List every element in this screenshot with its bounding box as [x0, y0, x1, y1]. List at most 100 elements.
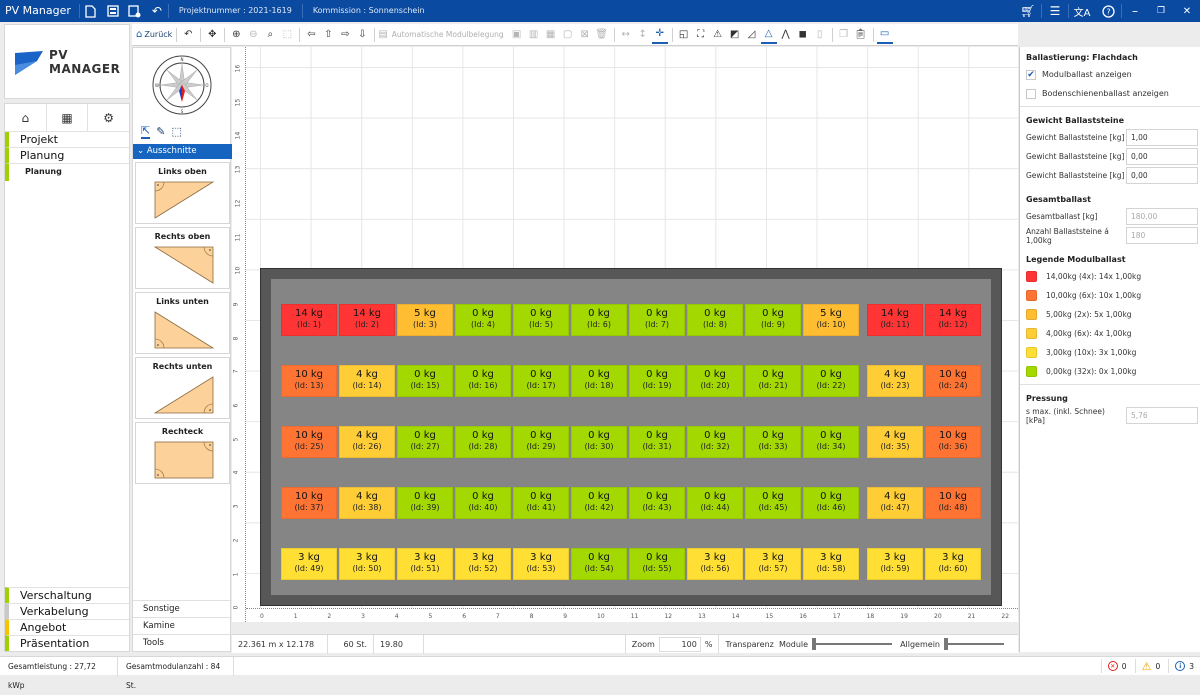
pv-module[interactable]: 0 kg (Id: 27): [397, 426, 453, 458]
zoom-selection-icon[interactable]: ⬚: [282, 29, 293, 40]
pv-module[interactable]: 4 kg (Id: 14): [339, 365, 395, 397]
pv-module[interactable]: 14 kg (Id: 2): [339, 304, 395, 336]
pv-module[interactable]: 0 kg (Id: 17): [513, 365, 569, 397]
pv-module[interactable]: 4 kg (Id: 38): [339, 487, 395, 519]
cart-icon[interactable]: 🛒︎: [1020, 4, 1036, 18]
pv-module[interactable]: 0 kg (Id: 41): [513, 487, 569, 519]
save-icon[interactable]: [102, 0, 124, 22]
pv-module[interactable]: 0 kg (Id: 8): [687, 304, 743, 336]
deselect-module-icon[interactable]: ⊠: [580, 29, 589, 40]
modulballast-checkbox[interactable]: ✔ Modulballast anzeigen: [1026, 69, 1132, 80]
select-pointer-icon[interactable]: ⇱: [141, 123, 151, 139]
errors-indicator[interactable]: ✕ 0: [1100, 659, 1133, 673]
pv-module[interactable]: 3 kg (Id: 56): [687, 548, 743, 580]
pv-module[interactable]: 14 kg (Id: 12): [925, 304, 981, 336]
back-button[interactable]: ⌂ Zurück: [136, 29, 173, 40]
paste-icon[interactable]: 📋︎: [854, 29, 867, 40]
pv-module[interactable]: 0 kg (Id: 54): [571, 548, 627, 580]
pv-module[interactable]: 3 kg (Id: 51): [397, 548, 453, 580]
delete-icon[interactable]: 🗑︎: [595, 29, 608, 40]
pv-module[interactable]: 10 kg (Id: 48): [925, 487, 981, 519]
shape-links-oben[interactable]: Links oben: [135, 162, 230, 224]
zoom-in-icon[interactable]: ⊕: [232, 29, 241, 40]
zoom-input[interactable]: 100: [658, 636, 701, 652]
pv-module[interactable]: 0 kg (Id: 34): [803, 426, 859, 458]
home-icon[interactable]: ⌂: [5, 104, 47, 131]
pv-module[interactable]: 3 kg (Id: 52): [455, 548, 511, 580]
shape-links-unten[interactable]: Links unten: [135, 292, 230, 354]
auto-placement-button[interactable]: ▤ Automatische Modulbelegung: [378, 29, 504, 40]
layer-icon[interactable]: ▯: [816, 29, 823, 40]
pv-module[interactable]: 5 kg (Id: 3): [397, 304, 453, 336]
pv-module[interactable]: 3 kg (Id: 60): [925, 548, 981, 580]
nav-item-verschaltung[interactable]: Verschaltung: [5, 587, 129, 603]
compass-icon[interactable]: N O S W: [151, 54, 213, 116]
pv-module[interactable]: 10 kg (Id: 24): [925, 365, 981, 397]
pv-module[interactable]: 0 kg (Id: 20): [687, 365, 743, 397]
pv-module[interactable]: 0 kg (Id: 32): [687, 426, 743, 458]
arrow-right-icon[interactable]: ⇨: [341, 29, 350, 40]
pv-module[interactable]: 4 kg (Id: 26): [339, 426, 395, 458]
view-icon[interactable]: ▭: [876, 26, 893, 44]
ruler-icon[interactable]: ✎: [156, 124, 166, 138]
pv-module[interactable]: 3 kg (Id: 53): [513, 548, 569, 580]
pv-module[interactable]: 4 kg (Id: 35): [867, 426, 923, 458]
pv-module[interactable]: 10 kg (Id: 36): [925, 426, 981, 458]
section-tools[interactable]: Tools: [133, 634, 232, 651]
close-icon[interactable]: ✕: [1182, 5, 1192, 17]
warning-area-icon[interactable]: ⚠: [713, 29, 723, 40]
zoom-fit-icon[interactable]: ⌕: [267, 29, 274, 40]
undo-icon[interactable]: ↶: [184, 29, 193, 40]
pv-module[interactable]: 4 kg (Id: 47): [867, 487, 923, 519]
pv-module[interactable]: 3 kg (Id: 50): [339, 548, 395, 580]
shading-icon[interactable]: ◩: [729, 29, 740, 40]
pv-module[interactable]: 0 kg (Id: 46): [803, 487, 859, 519]
pv-module[interactable]: 0 kg (Id: 18): [571, 365, 627, 397]
remove-module-icon[interactable]: ▥: [528, 29, 539, 40]
restore-icon[interactable]: ❐: [1156, 6, 1166, 16]
pv-module[interactable]: 0 kg (Id: 4): [455, 304, 511, 336]
pv-module[interactable]: 5 kg (Id: 10): [803, 304, 859, 336]
pv-module[interactable]: 0 kg (Id: 5): [513, 304, 569, 336]
shadow-icon[interactable]: ◼: [798, 29, 807, 40]
selection-area-icon[interactable]: ⬚: [171, 124, 182, 138]
pv-module[interactable]: 0 kg (Id: 40): [455, 487, 511, 519]
shape-rechts-oben[interactable]: Rechts oben: [135, 227, 230, 289]
copy-icon[interactable]: ❐: [839, 29, 849, 40]
gear-icon[interactable]: ⚙: [103, 110, 115, 125]
bodenschienenballast-checkbox[interactable]: Bodenschienenballast anzeigen: [1020, 84, 1200, 103]
roof-area[interactable]: 14 kg (Id: 1) 14 kg (Id: 2) 5 kg (Id: 3) 0 kg(…: [260, 268, 1002, 606]
nav-item-projekt[interactable]: Projekt: [5, 132, 129, 148]
roof-area-icon[interactable]: ⛶: [697, 29, 705, 40]
list-icon[interactable]: ☰: [1049, 4, 1061, 18]
pv-module[interactable]: 3 kg (Id: 58): [803, 548, 859, 580]
roof-shape-icon[interactable]: ◱: [678, 29, 689, 40]
pv-module[interactable]: 0 kg (Id: 9): [745, 304, 801, 336]
select-module-icon[interactable]: ▢: [562, 29, 573, 40]
center-icon[interactable]: ✛: [651, 26, 668, 44]
pv-module[interactable]: 0 kg (Id: 31): [629, 426, 685, 458]
gewicht-input-1[interactable]: 1,00: [1126, 129, 1198, 146]
shape-rechteck[interactable]: Rechteck: [135, 422, 230, 484]
pv-module[interactable]: 0 kg (Id: 16): [455, 365, 511, 397]
new-document-icon[interactable]: [80, 0, 102, 22]
pv-module[interactable]: 0 kg (Id: 45): [745, 487, 801, 519]
undo-icon[interactable]: ↶: [151, 4, 162, 18]
pv-module[interactable]: 0 kg (Id: 28): [455, 426, 511, 458]
planning-canvas[interactable]: 16 15 14 13 12 11 10 9 8 7 6 5 4 3 2 1 0 0 1 2 3 4 5 6 7 8 9 10 11 1…: [232, 47, 1018, 622]
pv-module[interactable]: 0 kg (Id: 39): [397, 487, 453, 519]
pv-module[interactable]: 0 kg (Id: 15): [397, 365, 453, 397]
pv-module[interactable]: 0 kg (Id: 42): [571, 487, 627, 519]
pv-module[interactable]: 0 kg (Id: 19): [629, 365, 685, 397]
tilt-icon[interactable]: ◿: [747, 29, 756, 40]
vertical-measure-icon[interactable]: ↕: [638, 29, 647, 40]
pv-module[interactable]: 3 kg (Id: 49): [281, 548, 337, 580]
gewicht-input-3[interactable]: 0,00: [1126, 167, 1198, 184]
pv-module[interactable]: 14 kg (Id: 11): [867, 304, 923, 336]
nav-item-praesentation[interactable]: Präsentation: [5, 635, 129, 651]
arrow-up-icon[interactable]: ⇧: [324, 29, 333, 40]
general-transparency-slider[interactable]: [944, 638, 1004, 650]
nav-item-angebot[interactable]: Angebot: [5, 619, 129, 635]
pv-module[interactable]: 4 kg (Id: 23): [867, 365, 923, 397]
